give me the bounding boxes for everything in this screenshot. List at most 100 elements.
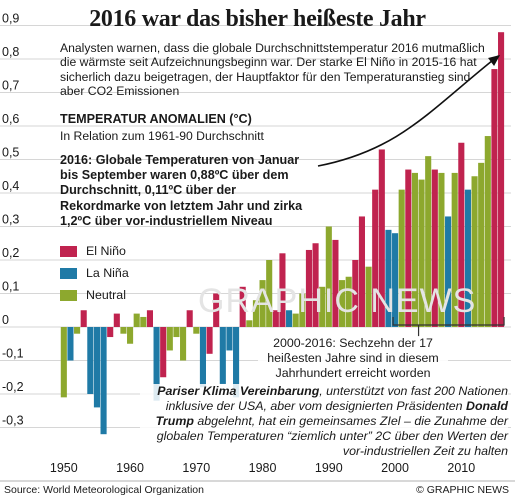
x-tick-label: 2010 [447, 461, 475, 475]
bar-1994 [352, 260, 359, 327]
anomaly-title: TEMPERATUR ANOMALIEN (°C) [60, 112, 252, 126]
bar-1990 [325, 226, 332, 327]
bar-1976 [233, 327, 240, 398]
bar-1997 [372, 189, 379, 327]
bar-1969 [186, 310, 193, 327]
highlight-2016: 2016: Globale Temperaturen von Januar bi… [60, 153, 303, 228]
bar-1975 [226, 327, 233, 351]
y-tick-label: -0,3 [2, 414, 24, 428]
bar-1965 [160, 327, 167, 378]
bar-1989 [319, 286, 326, 327]
y-tick-label: 0,9 [2, 12, 19, 26]
page-title: 2016 war das bisher heißeste Jahr [89, 6, 426, 32]
bar-1962 [140, 316, 147, 327]
bracket-2000-2016 [392, 317, 505, 326]
bar-2002 [405, 169, 412, 327]
note-paris-agreement: Pariser Klima Vereinbarung, unterstützt … [140, 384, 508, 459]
bar-1955 [93, 327, 100, 408]
legend-swatch-el-nino [60, 246, 77, 257]
bar-1954 [87, 327, 94, 394]
bar-2001 [398, 189, 405, 327]
x-tick-label: 1970 [182, 461, 210, 475]
bar-2004 [418, 179, 425, 327]
bar-1977 [239, 286, 246, 327]
bar-1996 [365, 266, 372, 327]
bar-2015 [491, 69, 498, 328]
annotation-arrow-head [488, 55, 501, 66]
x-tick-label: 1990 [315, 461, 343, 475]
bar-1958 [113, 313, 120, 327]
bar-1980 [259, 280, 266, 327]
x-tick-label: 1980 [249, 461, 277, 475]
y-tick-label: 0,3 [2, 213, 19, 227]
y-tick-label: 0,7 [2, 79, 19, 93]
legend-label-neutral: Neutral [86, 288, 126, 302]
bar-2014 [484, 136, 491, 327]
bar-1964 [153, 327, 160, 401]
y-tick-label: 0,2 [2, 246, 19, 260]
bar-1956 [100, 327, 107, 435]
bar-1952 [74, 327, 81, 334]
bar-2000 [392, 233, 399, 327]
x-tick-label: 2000 [381, 461, 409, 475]
bar-1986 [299, 293, 306, 327]
legend-swatch-la-nina [60, 268, 77, 279]
anomaly-subtitle: In Relation zum 1961-90 Durchschnitt [60, 129, 264, 143]
bar-2003 [411, 172, 418, 327]
bar-2011 [464, 189, 471, 327]
bar-1984 [286, 310, 293, 327]
bar-1993 [345, 276, 352, 327]
y-tick-label: 0 [2, 313, 9, 327]
bar-1957 [107, 327, 114, 338]
bar-1971 [199, 327, 206, 388]
bar-1950 [60, 327, 67, 398]
bar-1981 [266, 260, 273, 327]
bar-1988 [312, 243, 319, 327]
y-tick-label: 0,4 [2, 179, 19, 193]
note-paris-text-2: abgelehnt, hat ein gemeinsames ZIel – di… [156, 414, 508, 458]
bar-1959 [120, 327, 127, 334]
footer: Source: World Meteorological Organizatio… [0, 482, 515, 502]
watermark: GRAPHIC NEWS [198, 282, 477, 320]
bar-1999 [385, 229, 392, 327]
bar-2013 [478, 162, 485, 327]
intro-text: Analysten warnen, dass die globale Durch… [60, 41, 485, 99]
bar-2005 [425, 156, 432, 327]
bar-1991 [332, 239, 339, 327]
bar-2007 [438, 172, 445, 327]
y-tick-label: 0,8 [2, 45, 19, 59]
y-tick-label: 0,5 [2, 146, 19, 160]
legend-swatch-neutral [60, 290, 77, 301]
bar-1987 [305, 249, 312, 327]
bar-1970 [193, 327, 200, 334]
y-tick-label: -0,2 [2, 380, 24, 394]
bar-1951 [67, 327, 74, 361]
bar-1960 [127, 327, 134, 344]
bar-1982 [272, 310, 279, 327]
annotation-arrow-line [317, 55, 499, 167]
bar-1967 [173, 327, 180, 338]
y-tick-label: -0,1 [2, 347, 24, 361]
x-tick-label: 1950 [50, 461, 78, 475]
bar-1963 [146, 310, 153, 327]
legend-label-el-nino: El Niño [86, 244, 126, 258]
note-paris-text-1: , unterstützt von fast 200 Nationen inkl… [165, 384, 508, 413]
bar-2010 [458, 142, 465, 327]
x-tick-label: 1960 [116, 461, 144, 475]
y-tick-label: 0,6 [2, 112, 19, 126]
bar-1961 [133, 313, 140, 327]
bar-1992 [339, 280, 346, 327]
bar-1974 [219, 327, 226, 384]
bar-1979 [252, 300, 259, 327]
bar-2008 [445, 216, 452, 327]
bar-1968 [180, 327, 187, 361]
bar-2006 [431, 169, 438, 327]
note-paris-bold-2: Donald Trump [155, 399, 508, 428]
bar-1985 [292, 313, 299, 327]
bar-2009 [451, 172, 458, 327]
bar-1966 [166, 327, 173, 351]
bar-1978 [246, 320, 253, 327]
note-2000-2016: 2000-2016: Sechzehn der 17 heißesten Jah… [258, 336, 448, 381]
bar-1995 [358, 216, 365, 327]
